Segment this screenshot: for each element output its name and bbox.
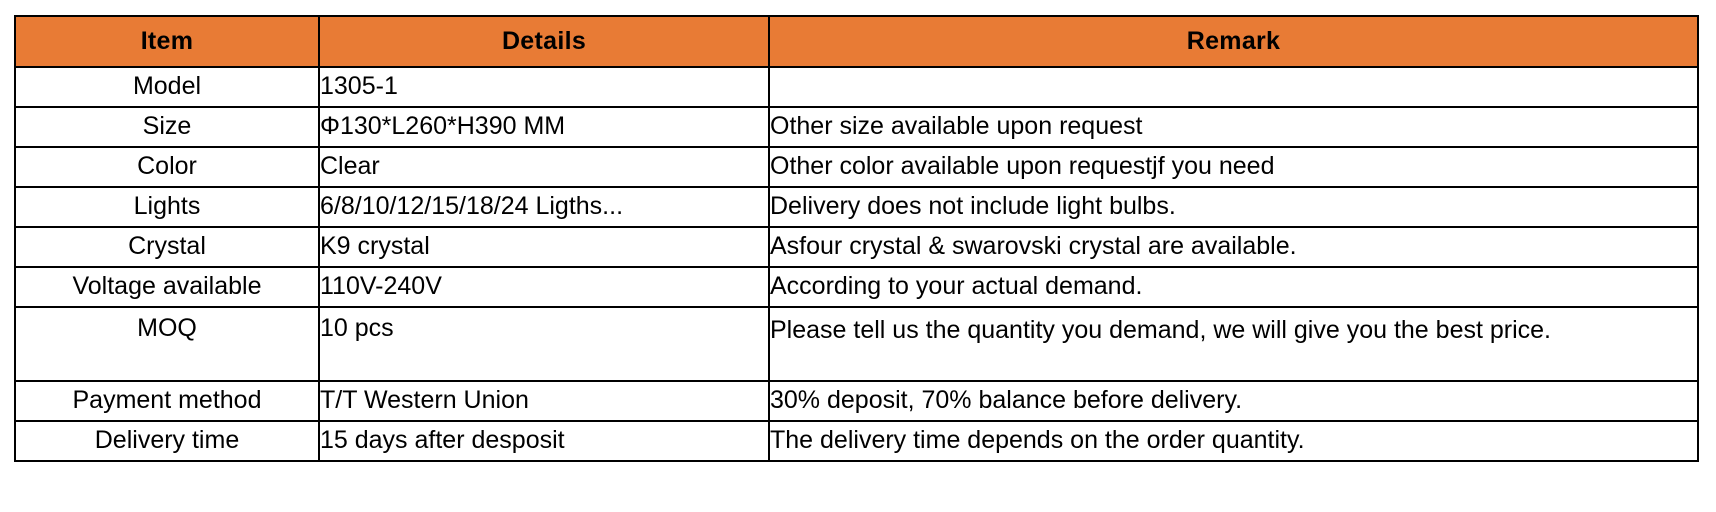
cell-details: 10 pcs — [318, 306, 770, 382]
table-row: Size Φ130*L260*H390 MM Other size availabl… — [14, 106, 1699, 148]
table-row: MOQ 10 pcs Please tell us the quantity you… — [14, 306, 1699, 382]
column-header-details: Details — [318, 15, 770, 68]
table-row: Crystal K9 crystal Asfour crystal & swarov… — [14, 226, 1699, 268]
cell-remark: Asfour crystal & swarovski crystal are a… — [768, 226, 1699, 268]
table-row: Lights 6/8/10/12/15/18/24 Ligths... Delive… — [14, 186, 1699, 228]
column-header-remark: Remark — [768, 15, 1699, 68]
table-row: Voltage available 110V-240V According to y… — [14, 266, 1699, 308]
cell-details: 1305-1 — [318, 66, 770, 108]
table-row: Payment method T/T Western Union 30% depos… — [14, 380, 1699, 422]
cell-remark: According to your actual demand. — [768, 266, 1699, 308]
column-header-item: Item — [14, 15, 320, 68]
cell-remark: The delivery time depends on the order q… — [768, 420, 1699, 462]
cell-item: Size — [14, 106, 320, 148]
cell-details: Φ130*L260*H390 MM — [318, 106, 770, 148]
cell-item: Payment method — [14, 380, 320, 422]
cell-details: 15 days after desposit — [318, 420, 770, 462]
table-header: Item Details Remark — [14, 15, 1699, 68]
product-specification-table: Item Details Remark Model 1305-1 Size Φ130*… — [14, 15, 1699, 462]
cell-remark: Other color available upon requestjf you… — [768, 146, 1699, 188]
cell-item: Lights — [14, 186, 320, 228]
cell-item: Delivery time — [14, 420, 320, 462]
cell-item: Model — [14, 66, 320, 108]
cell-details: K9 crystal — [318, 226, 770, 268]
cell-details: 6/8/10/12/15/18/24 Ligths... — [318, 186, 770, 228]
table-body: Model 1305-1 Size Φ130*L260*H390 MM Other si… — [14, 66, 1699, 462]
cell-item: MOQ — [14, 306, 320, 382]
cell-item: Crystal — [14, 226, 320, 268]
cell-details: T/T Western Union — [318, 380, 770, 422]
cell-item: Voltage available — [14, 266, 320, 308]
table-row: Delivery time 15 days after desposit The d… — [14, 420, 1699, 462]
cell-remark: 30% deposit, 70% balance before delivery… — [768, 380, 1699, 422]
cell-remark: Delivery does not include light bulbs. — [768, 186, 1699, 228]
cell-remark — [768, 66, 1699, 108]
table-row: Model 1305-1 — [14, 66, 1699, 108]
cell-details: 110V-240V — [318, 266, 770, 308]
cell-remark: Please tell us the quantity you demand, … — [768, 306, 1699, 382]
cell-details: Clear — [318, 146, 770, 188]
table-row: Color Clear Other color available upon req… — [14, 146, 1699, 188]
cell-item: Color — [14, 146, 320, 188]
cell-remark: Other size available upon request — [768, 106, 1699, 148]
header-row: Item Details Remark — [14, 15, 1699, 68]
